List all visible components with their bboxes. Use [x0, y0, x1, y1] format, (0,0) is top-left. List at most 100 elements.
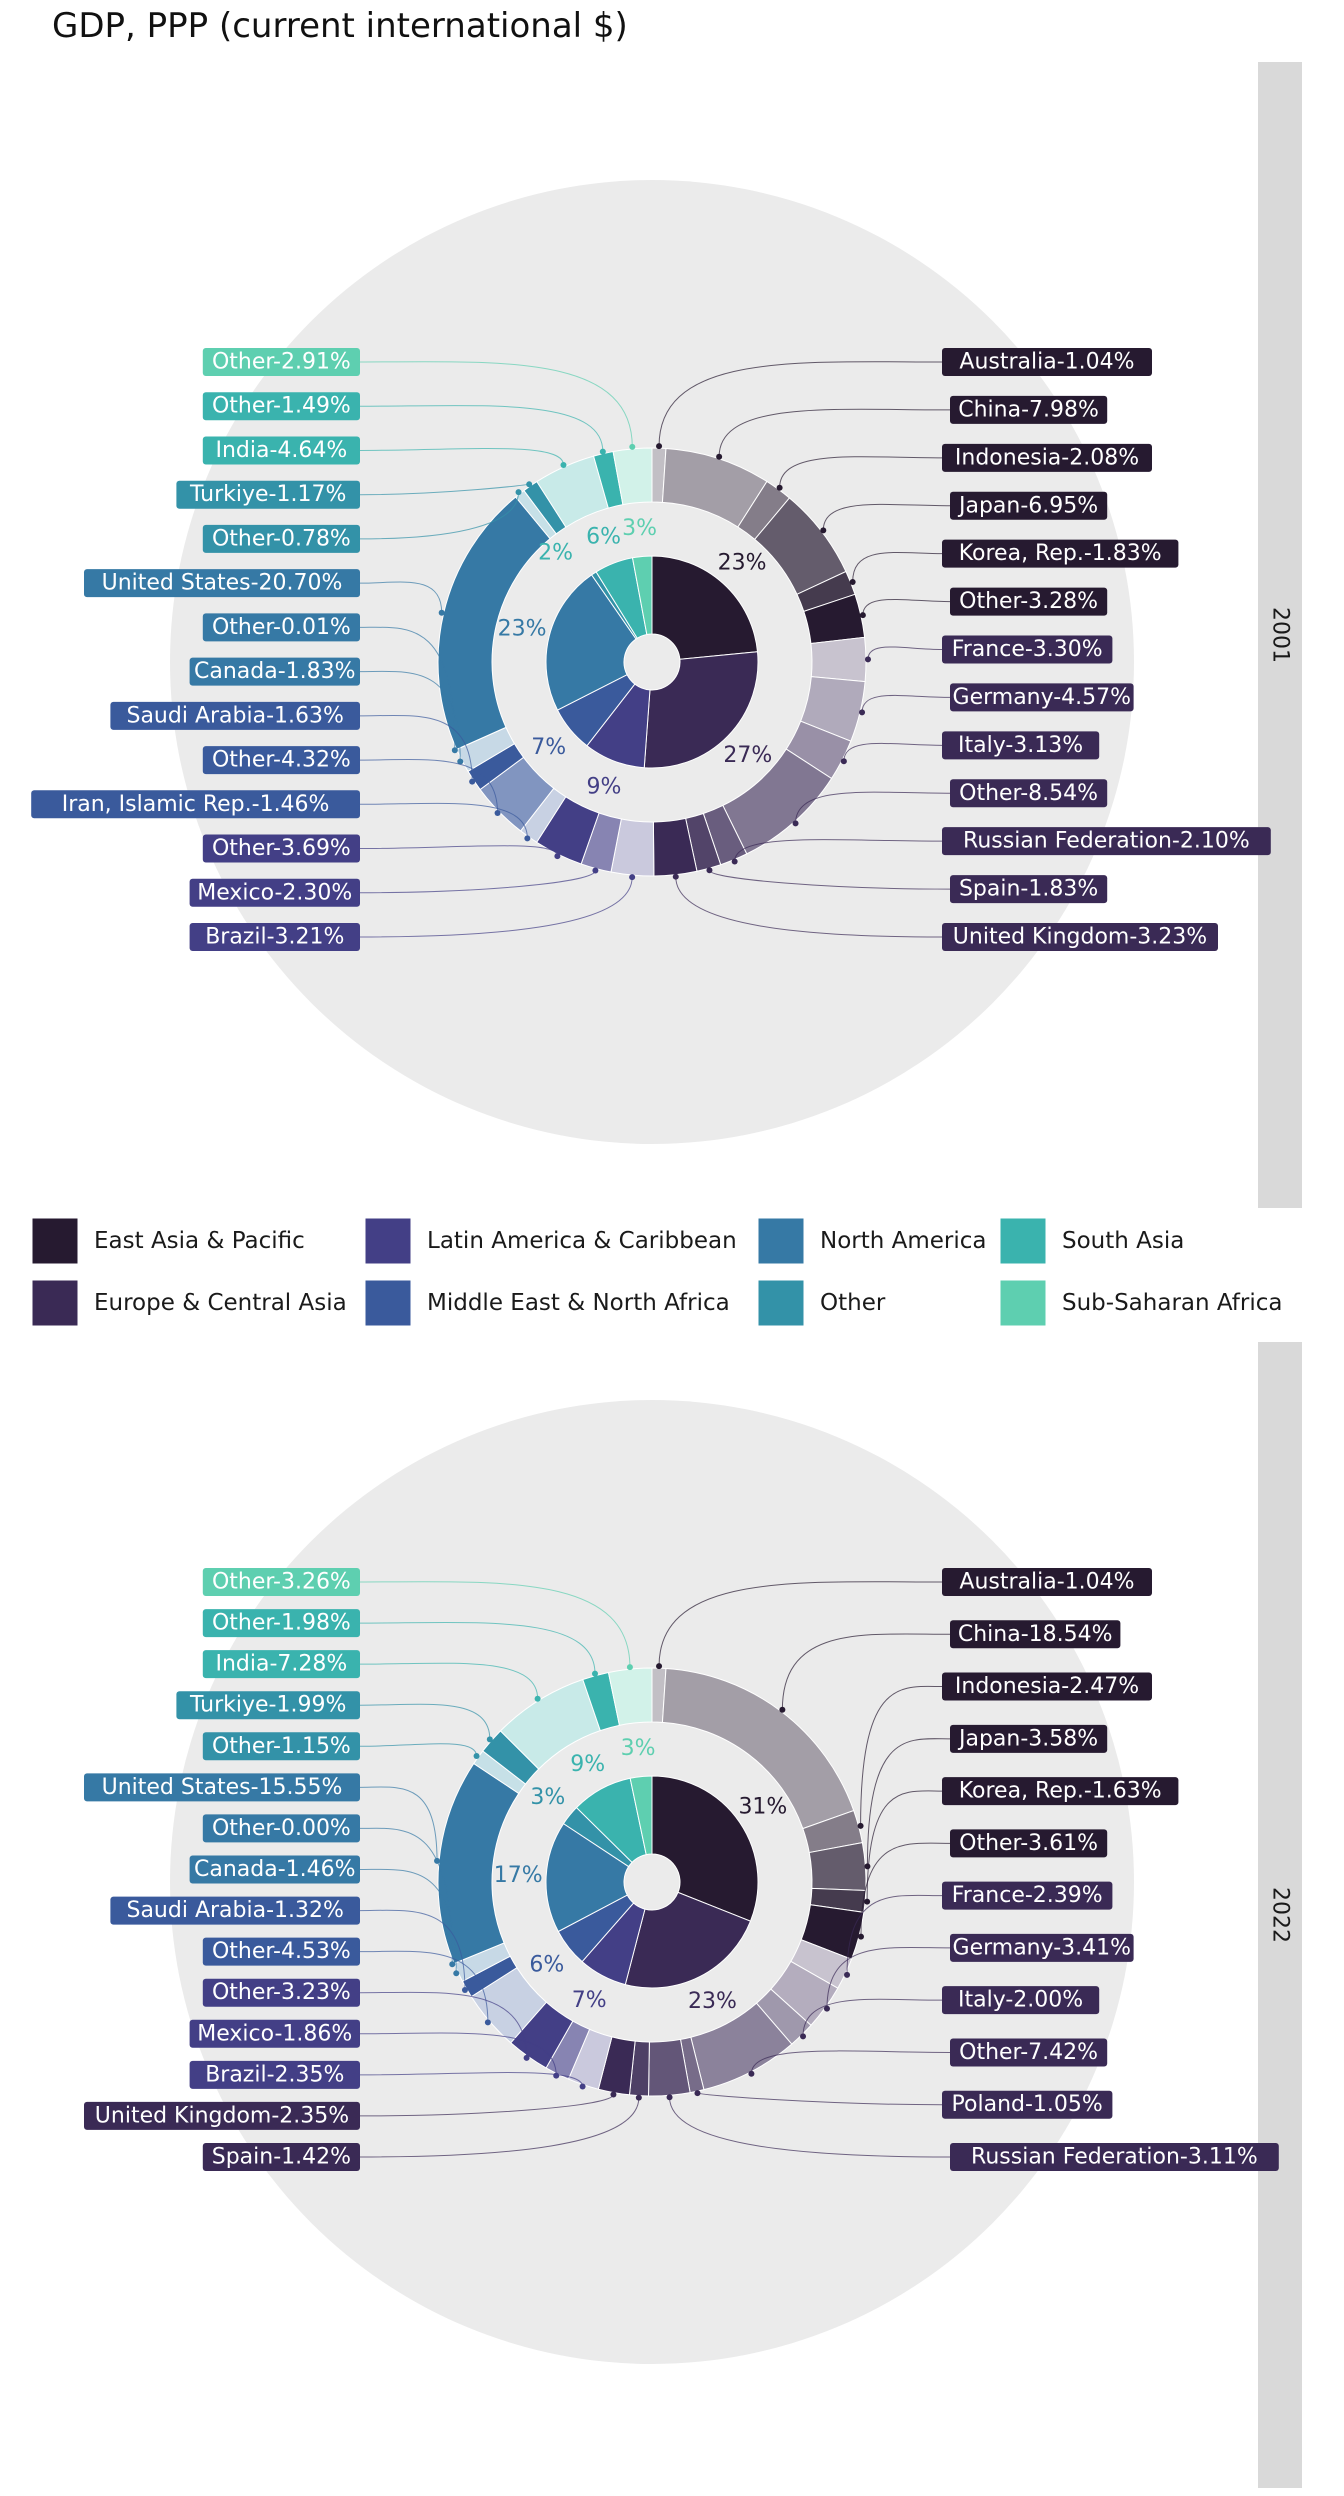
- slice-label-united-states-15-55: United States-15.55%: [102, 1775, 343, 1800]
- connector-line: [708, 869, 951, 890]
- inner-pct-label: 3%: [622, 516, 657, 541]
- connector-line: [860, 1842, 951, 1937]
- label-box: [950, 587, 1108, 616]
- slice-label-japan-3-58: Japan-3.58%: [957, 1726, 1098, 1751]
- label-box: [942, 1881, 1113, 1910]
- connector-line: [866, 1738, 951, 1867]
- label-box: [942, 827, 1271, 856]
- label-box: [189, 923, 360, 951]
- slice-label-mexico-2-30: Mexico-2.30%: [197, 880, 352, 905]
- connector-line: [359, 2072, 584, 2087]
- connector-dot: [694, 2090, 701, 2097]
- label-box: [950, 683, 1134, 712]
- label-box: [189, 878, 360, 907]
- connector-dot: [626, 1664, 633, 1671]
- legend-swatch: [999, 1279, 1047, 1327]
- slice-label-united-kingdom-3-23: United Kingdom-3.23%: [953, 925, 1207, 950]
- connector-line: [359, 2032, 557, 2076]
- slice-label-russian-federation-3-11: Russian Federation-3.11%: [971, 2145, 1258, 2170]
- slice-label-australia-1-04: Australia-1.04%: [959, 1570, 1134, 1595]
- inner-pct-label: 27%: [723, 743, 772, 768]
- label-box: [942, 731, 1100, 760]
- legend-label-other: Other: [820, 1290, 886, 1316]
- connector-dot: [849, 579, 856, 586]
- connector-line: [359, 581, 443, 613]
- slice-label-brazil-2-35: Brazil-2.35%: [205, 2062, 344, 2087]
- slice-label-china-7-98: China-7.98%: [958, 397, 1099, 422]
- connector-line: [867, 646, 943, 660]
- connector-dot: [864, 1863, 871, 1870]
- inner-pct-label: 31%: [738, 1794, 787, 1819]
- label-box: [942, 1986, 1100, 2015]
- legend-swatch: [31, 1217, 79, 1265]
- slice-label-other-1-98: Other-1.98%: [212, 1611, 351, 1636]
- connector-line: [866, 1790, 943, 1902]
- inner-pct-label: 9%: [586, 775, 621, 800]
- legend-swatch: [757, 1279, 805, 1327]
- inner-slice-east-asia-pacific: [651, 1775, 759, 1922]
- label-box: [942, 1672, 1152, 1701]
- label-box: [950, 1620, 1121, 1649]
- legend-swatch: [999, 1217, 1047, 1265]
- connector-dot: [534, 1695, 541, 1702]
- slice-label-turkiye-1-17: Turkiye-1.17%: [189, 482, 346, 507]
- panel-2022: 202231%23%7%6%17%3%9%3%Australia-1.04%Ch…: [84, 1342, 1302, 2488]
- label-box: [176, 480, 360, 509]
- connector-dot: [656, 1663, 663, 1670]
- connector-line: [826, 1946, 951, 2009]
- slice-label-canada-1-83: Canada-1.83%: [194, 659, 356, 684]
- facet-strip: [1258, 62, 1302, 1208]
- slice-label-korea-rep-1-83: Korea, Rep.-1.83%: [959, 541, 1162, 566]
- label-box: [950, 395, 1108, 424]
- connector-dot: [800, 2033, 807, 2040]
- label-box: [942, 443, 1152, 472]
- legend-label-middle-east-north-africa: Middle East & North Africa: [427, 1290, 730, 1316]
- connector-dot: [864, 1898, 871, 1905]
- slice-label-other-3-61: Other-3.61%: [959, 1831, 1098, 1856]
- inner-slice-sub-saharan-africa: [629, 1775, 653, 1856]
- connector-dot: [554, 853, 561, 860]
- connector-dot: [469, 778, 476, 785]
- connector-dot: [438, 609, 445, 616]
- legend-swatch: [364, 1279, 412, 1327]
- slice-label-iran-islamic-rep-1-46: Iran, Islamic Rep.-1.46%: [62, 792, 330, 817]
- connector-dot: [599, 448, 606, 455]
- label-box: [176, 1691, 360, 1720]
- connector-dot: [579, 2083, 586, 2090]
- inner-pct-label: 17%: [494, 1863, 543, 1888]
- connector-line: [359, 845, 558, 857]
- connector-line: [359, 759, 499, 813]
- connector-line: [822, 503, 951, 531]
- label-box: [202, 348, 360, 376]
- label-box: [950, 1933, 1134, 1962]
- label-box: [950, 1724, 1108, 1753]
- connector-line: [718, 408, 951, 457]
- slice-label-other-2-91: Other-2.91%: [212, 350, 351, 375]
- connector-line: [359, 1991, 528, 2058]
- slice-label-other-4-32: Other-4.32%: [212, 748, 351, 773]
- slice-label-korea-rep-1-63: Korea, Rep.-1.63%: [959, 1779, 1162, 1804]
- inner-pct-label: 3%: [530, 1785, 565, 1810]
- slice-label-spain-1-83: Spain-1.83%: [959, 877, 1098, 902]
- connector-line: [658, 361, 943, 447]
- connector-line: [359, 2094, 614, 2117]
- slice-label-turkiye-1-99: Turkiye-1.99%: [189, 1693, 346, 1718]
- connector-dot: [748, 2070, 755, 2077]
- slice-label-france-2-39: France-2.39%: [952, 1883, 1103, 1908]
- label-box: [189, 2019, 360, 2048]
- inner-slice-europe-central-asia: [643, 651, 759, 769]
- connector-line: [846, 1894, 943, 1975]
- connector-line: [696, 2092, 943, 2106]
- connector-dot: [461, 1987, 468, 1994]
- label-box: [202, 1814, 360, 1843]
- connector-line: [843, 742, 943, 762]
- label-box: [942, 2090, 1113, 2119]
- inner-pct-label: 7%: [531, 735, 566, 760]
- connector-line: [795, 791, 951, 824]
- label-box: [202, 746, 360, 775]
- connector-line: [359, 1581, 631, 1668]
- label-box: [189, 657, 360, 686]
- slice-label-india-4-64: India-4.64%: [215, 438, 347, 463]
- connector-line: [779, 456, 943, 488]
- slice-label-other-0-78: Other-0.78%: [212, 526, 351, 551]
